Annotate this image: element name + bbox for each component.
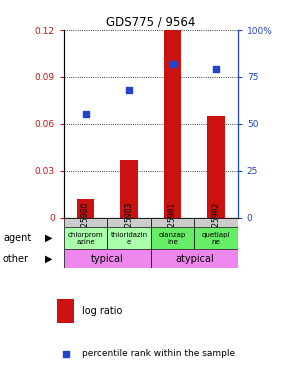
Text: olanzap
ine: olanzap ine (159, 232, 186, 244)
Text: thioridazin
e: thioridazin e (110, 232, 148, 244)
Bar (107, 227, 151, 249)
Text: ▶: ▶ (45, 254, 52, 264)
Point (127, 87, 131, 93)
Point (214, 66, 218, 72)
Bar (164, 28, 181, 218)
Bar (64, 227, 107, 249)
Bar (151, 227, 194, 249)
Text: chlorprom
azine: chlorprom azine (68, 232, 103, 244)
Bar (77, 199, 94, 217)
Text: agent: agent (3, 233, 31, 243)
Bar (57, 298, 74, 323)
Bar (194, 217, 238, 227)
Bar (64, 217, 107, 227)
Text: GSM25980: GSM25980 (81, 201, 90, 243)
Bar (107, 217, 151, 227)
Bar (151, 249, 238, 268)
Text: GSM25983: GSM25983 (124, 201, 134, 243)
Text: other: other (3, 254, 29, 264)
Text: quetiapi
ne: quetiapi ne (202, 232, 230, 244)
Point (83, 111, 88, 117)
Bar (151, 217, 194, 227)
Text: GSM25981: GSM25981 (168, 202, 177, 243)
Bar (120, 160, 138, 218)
Bar (64, 249, 151, 268)
Text: typical: typical (91, 254, 124, 264)
Text: log ratio: log ratio (82, 306, 122, 316)
Bar (207, 116, 225, 218)
Text: GSM25982: GSM25982 (211, 202, 221, 243)
Bar (194, 227, 238, 249)
Title: GDS775 / 9564: GDS775 / 9564 (106, 16, 195, 29)
Point (170, 61, 175, 67)
Text: ▶: ▶ (45, 233, 52, 243)
Text: atypical: atypical (175, 254, 214, 264)
Text: percentile rank within the sample: percentile rank within the sample (82, 349, 235, 358)
Point (63, 351, 68, 357)
